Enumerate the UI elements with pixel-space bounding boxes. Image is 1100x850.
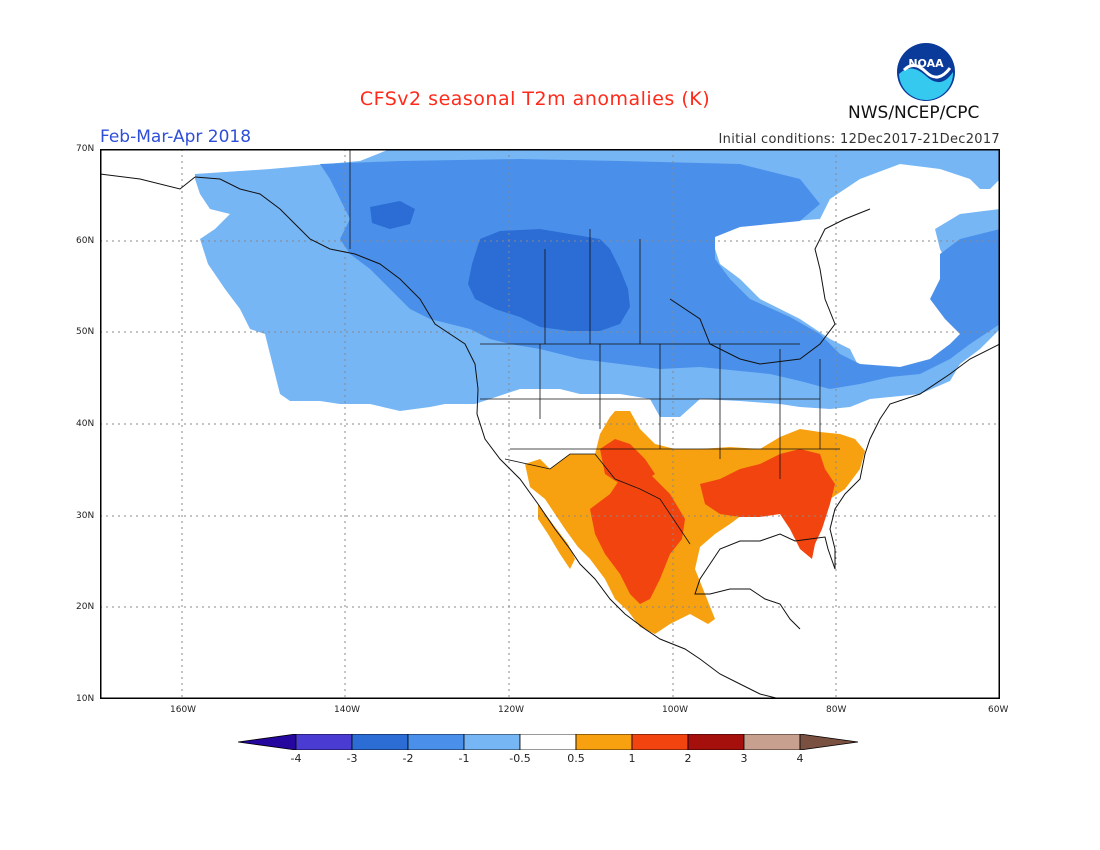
anomaly-map	[100, 149, 1000, 699]
colorbar-tick-label: -3	[346, 752, 358, 765]
lon-label-80w: 80W	[826, 705, 847, 715]
colorbar-tick-label: 3	[740, 752, 748, 765]
colorbar-tick-label: -1	[458, 752, 470, 765]
colorbar-tick-label: -2	[402, 752, 414, 765]
coastlines	[100, 173, 1000, 699]
colorbar-segment	[351, 734, 409, 750]
forecast-period: Feb-Mar-Apr 2018	[100, 127, 252, 147]
lat-label-50n: 50N	[76, 327, 95, 337]
map-title: CFSv2 seasonal T2m anomalies (K)	[359, 88, 711, 110]
graticule	[100, 149, 1000, 699]
lon-label-60w: 60W	[988, 705, 1009, 715]
lon-label-140w: 140W	[334, 705, 361, 715]
lat-label-60n: 60N	[76, 236, 95, 246]
lat-label-40n: 40N	[76, 419, 95, 429]
colorbar-segment	[463, 734, 521, 750]
colorbar-segment	[631, 734, 689, 750]
logo-wave	[899, 68, 954, 101]
colorbar	[238, 734, 859, 750]
colorbar-arrow-left	[238, 734, 297, 750]
anomaly-dark-blue-north-canada	[370, 201, 415, 229]
lat-label-30n: 30N	[76, 511, 95, 521]
lon-label-160w: 160W	[170, 705, 197, 715]
colorbar-tick-label: 2	[684, 752, 692, 765]
logo-gull	[902, 64, 952, 79]
colorbar-segment	[687, 734, 745, 750]
colorbar-segment	[295, 734, 353, 750]
anomaly-red-mexico	[590, 449, 685, 604]
colorbar-tick-label: 0.5	[567, 752, 585, 765]
agency-label: NWS/NCEP/CPC	[848, 103, 980, 123]
lat-label-20n: 20N	[76, 602, 95, 612]
map-frame	[100, 149, 1000, 699]
colorbar-arrow-right	[799, 734, 859, 750]
lon-label-120w: 120W	[498, 705, 525, 715]
lat-label-10n: 10N	[76, 694, 95, 704]
colorbar-tick-label: -4	[290, 752, 302, 765]
initial-conditions: Initial conditions: 12Dec2017-21Dec2017	[718, 132, 1000, 147]
anomaly-red-southeast	[700, 449, 835, 559]
noaa-logo: NOAA	[897, 43, 955, 101]
colorbar-tick-label: 4	[796, 752, 804, 765]
colorbar-tick-label: 1	[628, 752, 636, 765]
political-borders	[349, 149, 840, 545]
colorbar-segment	[575, 734, 633, 750]
colorbar-tick-label: -0.5	[509, 752, 531, 765]
colorbar-segment	[519, 734, 577, 750]
colorbar-segment	[407, 734, 465, 750]
anomaly-red-texas	[600, 439, 655, 484]
logo-text: NOAA	[908, 57, 944, 70]
anomaly-orange-baja	[538, 504, 575, 569]
lon-label-100w: 100W	[662, 705, 689, 715]
lat-label-70n: 70N	[76, 144, 95, 154]
colorbar-segment	[743, 734, 801, 750]
